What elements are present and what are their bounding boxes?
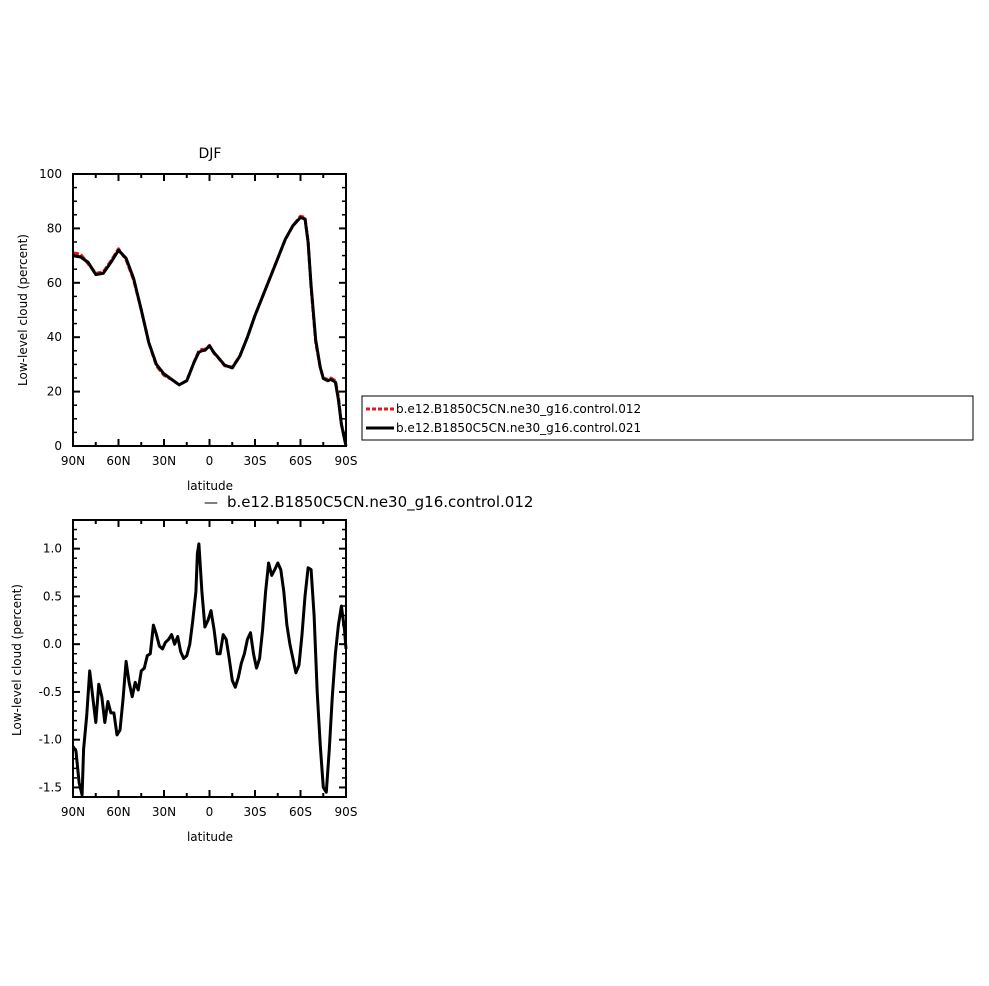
top-y-tick-label: 20: [47, 385, 62, 399]
top-axis-ticks: 90N 60N 30N 0 30S 60S 90S 0 20 40 60 80 100: [39, 167, 357, 468]
bottom-x-tick-label: 30S: [244, 805, 267, 819]
top-panel: DJF 90N 60N 30N 0 30S 60S 90S 0 20 40 60 80 100 lati…: [16, 146, 357, 493]
legend-label-012: b.e12.B1850C5CN.ne30_g16.control.012: [396, 402, 641, 416]
bottom-y-tick-label: -0.5: [39, 685, 62, 699]
legend-box: [361, 395, 974, 441]
bottom-y-tick-label: -1.5: [39, 780, 62, 794]
top-series-lines: [72, 214, 348, 447]
top-y-tick-label: 80: [47, 221, 62, 235]
bottom-y-tick-label: 0.0: [43, 637, 62, 651]
top-series-line-0: [72, 214, 348, 447]
bottom-x-tick-label: 90N: [61, 805, 85, 819]
bottom-x-tick-label: 60S: [289, 805, 312, 819]
bottom-series-line-0: [71, 542, 348, 797]
bottom-x-axis-label: latitude: [187, 830, 233, 844]
top-y-tick-label: 0: [54, 439, 62, 453]
bottom-y-tick-label: 1.0: [43, 542, 62, 556]
top-x-tick-label: 90N: [61, 454, 85, 468]
top-plot-frame: [72, 173, 347, 447]
bottom-x-tick-label: 0: [206, 805, 214, 819]
legend: b.e12.B1850C5CN.ne30_g16.control.012 b.e…: [361, 395, 974, 441]
bottom-y-axis-label: Low-level cloud (percent): [10, 584, 24, 736]
bottom-series-lines: [71, 542, 348, 797]
top-x-tick-label: 60S: [289, 454, 312, 468]
top-y-tick-label: 40: [47, 330, 62, 344]
top-x-tick-label: 0: [206, 454, 214, 468]
top-x-tick-label: 90S: [335, 454, 358, 468]
bottom-y-tick-label: -1.0: [39, 733, 62, 747]
top-chart-title: DJF: [199, 146, 222, 162]
bottom-x-tick-label: 30N: [152, 805, 176, 819]
bottom-chart-title: b.e12.B1850C5CN.ne30_g16.control.012: [227, 493, 533, 512]
top-series-line-1: [72, 216, 348, 447]
bottom-panel: — b.e12.B1850C5CN.ne30_g16.control.012 9…: [10, 493, 533, 844]
top-x-tick-label: 60N: [106, 454, 130, 468]
top-x-axis-label: latitude: [187, 479, 233, 493]
top-y-tick-label: 100: [39, 167, 62, 181]
top-x-tick-label: 30N: [152, 454, 176, 468]
bottom-title-marker: —: [204, 495, 218, 511]
top-y-tick-label: 60: [47, 276, 62, 290]
bottom-plot-frame: [72, 519, 347, 798]
bottom-y-tick-label: 0.5: [43, 589, 62, 603]
legend-label-021: b.e12.B1850C5CN.ne30_g16.control.021: [396, 421, 641, 435]
bottom-x-tick-label: 90S: [335, 805, 358, 819]
top-y-axis-label: Low-level cloud (percent): [16, 234, 30, 386]
top-x-tick-label: 30S: [244, 454, 267, 468]
bottom-axis-ticks: 90N 60N 30N 0 30S 60S 90S 1.0 0.5 0.0 -0.5 -1.0 -1.5: [39, 519, 358, 819]
bottom-x-tick-label: 60N: [106, 805, 130, 819]
